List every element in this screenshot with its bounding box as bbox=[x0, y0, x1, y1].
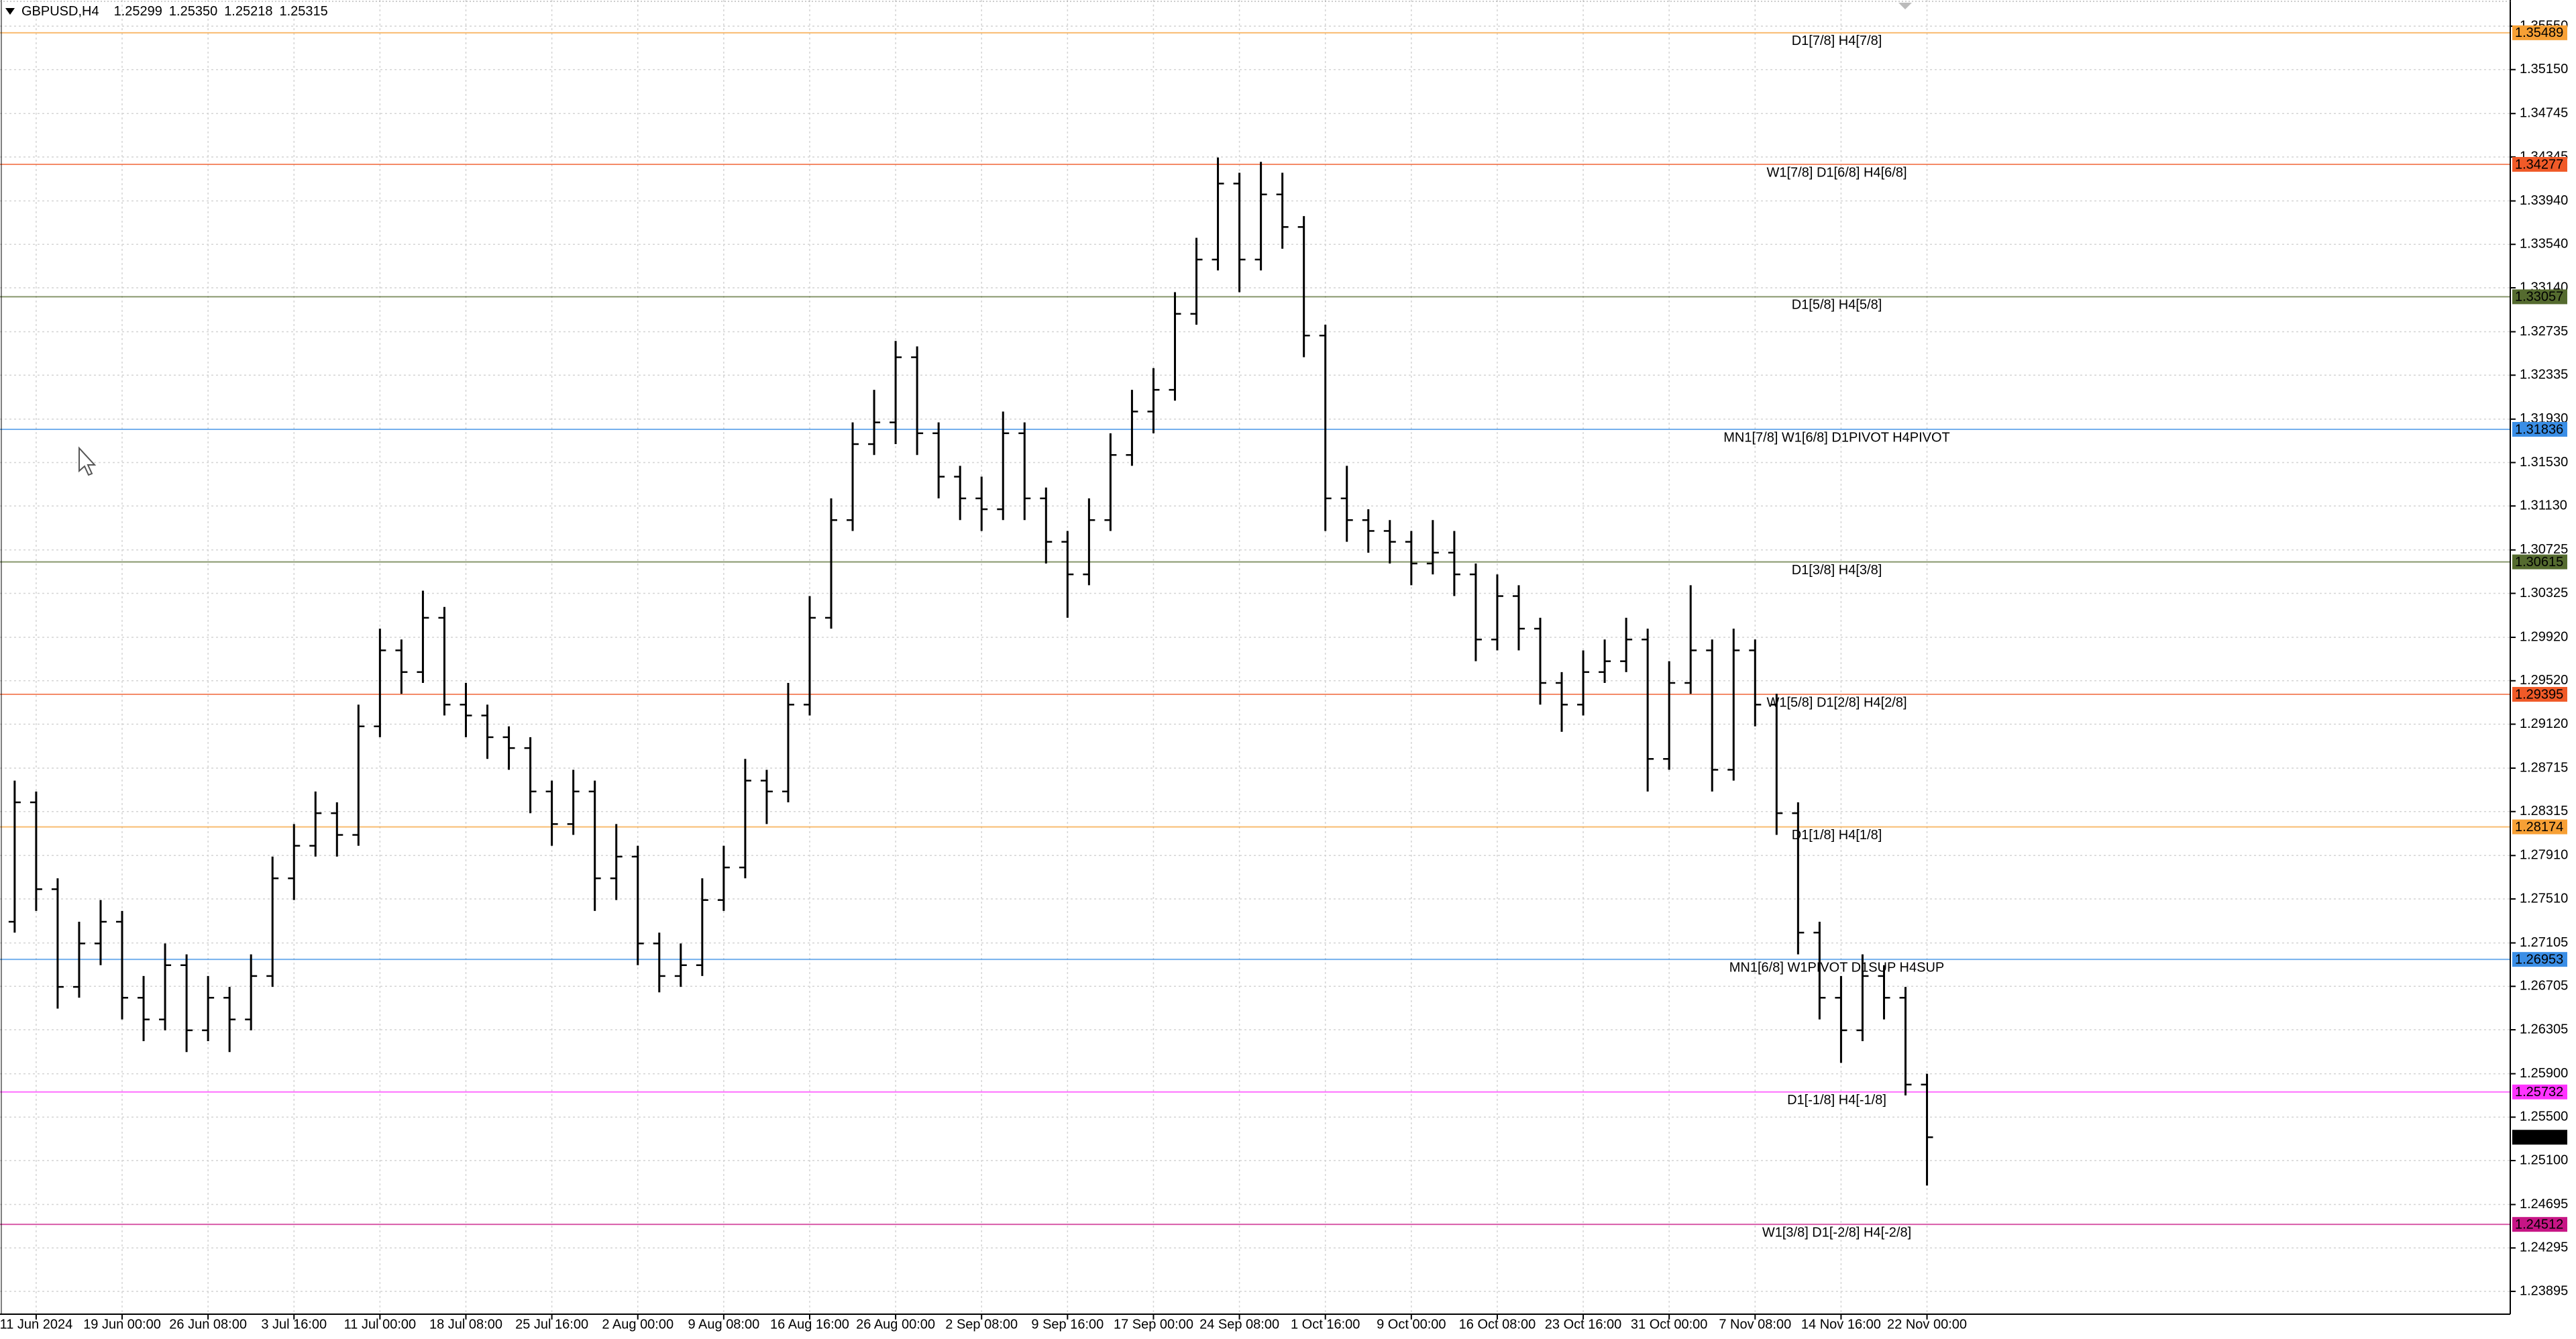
x-tick-label: 11 Jun 2024 bbox=[0, 1317, 72, 1332]
current-price-label: 1.25315 bbox=[2515, 1130, 2563, 1145]
shift-marker bbox=[1898, 3, 1912, 9]
level-price-tag bbox=[2512, 25, 2567, 40]
y-tick-label: 1.27910 bbox=[2520, 848, 2568, 863]
current-price-tag bbox=[2512, 1130, 2567, 1145]
level-label: D1[5/8] H4[5/8] bbox=[1792, 298, 1882, 313]
y-tick-label: 1.23895 bbox=[2520, 1283, 2568, 1298]
y-tick-label: 1.32735 bbox=[2520, 324, 2568, 339]
y-tick-label: 1.31130 bbox=[2520, 498, 2567, 513]
y-tick-label: 1.29520 bbox=[2520, 673, 2568, 688]
level-price-label: 1.29395 bbox=[2515, 687, 2563, 702]
x-tick-label: 17 Sep 00:00 bbox=[1114, 1317, 1193, 1332]
level-price-label: 1.35489 bbox=[2515, 25, 2563, 40]
level-label: D1[3/8] H4[3/8] bbox=[1792, 563, 1882, 578]
level-price-tag bbox=[2512, 289, 2567, 305]
x-tick-label: 2 Aug 00:00 bbox=[602, 1317, 674, 1332]
level-price-label: 1.31836 bbox=[2515, 422, 2563, 437]
y-tick-label: 1.30725 bbox=[2520, 542, 2568, 557]
x-tick-label: 23 Oct 16:00 bbox=[1545, 1317, 1622, 1332]
x-tick-label: 14 Nov 16:00 bbox=[1801, 1317, 1881, 1332]
x-tick-label: 2 Sep 08:00 bbox=[945, 1317, 1018, 1332]
x-tick-label: 1 Oct 16:00 bbox=[1291, 1317, 1360, 1332]
level-price-tag bbox=[2512, 1084, 2567, 1100]
level-label: D1[1/8] H4[1/8] bbox=[1792, 828, 1882, 843]
y-tick-label: 1.30325 bbox=[2520, 586, 2568, 600]
y-tick-label: 1.25500 bbox=[2520, 1110, 2568, 1124]
x-tick-label: 26 Aug 00:00 bbox=[856, 1317, 935, 1332]
y-tick-label: 1.31530 bbox=[2520, 455, 2568, 470]
y-tick-label: 1.28715 bbox=[2520, 760, 2568, 775]
y-tick-label: 1.25900 bbox=[2520, 1066, 2568, 1081]
level-label: D1[7/8] H4[7/8] bbox=[1792, 34, 1882, 48]
x-tick-label: 16 Oct 08:00 bbox=[1459, 1317, 1536, 1332]
x-tick-label: 16 Aug 16:00 bbox=[770, 1317, 849, 1332]
levels: D1[7/8] H4[7/8] 1.35489 W1[7/8] D1[6/8] H4… bbox=[0, 25, 2567, 1240]
level-price-tag bbox=[2512, 687, 2567, 702]
x-tick-label: 9 Oct 00:00 bbox=[1377, 1317, 1446, 1332]
x-tick-label: 31 Oct 00:00 bbox=[1631, 1317, 1708, 1332]
header-price: 1.25218 bbox=[224, 4, 272, 19]
header-price: 1.25315 bbox=[279, 4, 327, 19]
x-tick-label: 25 Jul 16:00 bbox=[515, 1317, 588, 1332]
level-label: D1[-1/8] H4[-1/8] bbox=[1787, 1093, 1886, 1108]
y-tick-label: 1.26305 bbox=[2520, 1022, 2568, 1036]
level-price-tag bbox=[2512, 1217, 2567, 1232]
level-price-tag bbox=[2512, 156, 2567, 172]
level-price-tag bbox=[2512, 554, 2567, 570]
y-tick-label: 1.33940 bbox=[2520, 193, 2568, 208]
symbol-title: GBPUSD,H4 bbox=[21, 4, 99, 19]
x-tick-label: 11 Jul 00:00 bbox=[344, 1317, 417, 1332]
level-price-label: 1.28174 bbox=[2515, 820, 2563, 835]
level-label: W1[5/8] D1[2/8] H4[2/8] bbox=[1767, 695, 1907, 710]
y-tick-label: 1.29920 bbox=[2520, 629, 2568, 644]
level-label: MN1[7/8] W1[6/8] D1PIVOT H4PIVOT bbox=[1723, 430, 1950, 445]
y-tick-label: 1.29120 bbox=[2520, 716, 2568, 731]
level-price-tag bbox=[2512, 422, 2567, 437]
x-tick-label: 22 Nov 00:00 bbox=[1887, 1317, 1967, 1332]
level-price-tag bbox=[2512, 952, 2567, 967]
y-tick-label: 1.26705 bbox=[2520, 979, 2568, 994]
y-tick-label: 1.24295 bbox=[2520, 1240, 2568, 1255]
y-tick-label: 1.25100 bbox=[2520, 1153, 2568, 1167]
x-tick-label: 18 Jul 08:00 bbox=[429, 1317, 502, 1332]
bars bbox=[8, 157, 1933, 1186]
y-tick-label: 1.28315 bbox=[2520, 804, 2568, 818]
level-label: W1[7/8] D1[6/8] H4[6/8] bbox=[1767, 165, 1907, 180]
x-tick-label: 7 Nov 08:00 bbox=[1719, 1317, 1791, 1332]
chart-header: GBPUSD,H4 1.25299 1.25350 1.25218 1.25315 bbox=[21, 4, 328, 19]
level-price-label: 1.25732 bbox=[2515, 1085, 2563, 1100]
header-price: 1.25299 bbox=[114, 4, 162, 19]
level-price-tag bbox=[2512, 819, 2567, 835]
level-price-label: 1.26953 bbox=[2515, 952, 2563, 967]
header-price: 1.25350 bbox=[169, 4, 217, 19]
x-tick-label: 19 Jun 00:00 bbox=[83, 1317, 161, 1332]
level-price-label: 1.30615 bbox=[2515, 555, 2563, 570]
x-tick-label: 9 Sep 16:00 bbox=[1031, 1317, 1104, 1332]
x-tick-label: 26 Jun 08:00 bbox=[169, 1317, 247, 1332]
level-label: W1[3/8] D1[-2/8] H4[-2/8] bbox=[1762, 1225, 1911, 1240]
y-tick-label: 1.24695 bbox=[2520, 1197, 2568, 1212]
level-price-label: 1.24512 bbox=[2515, 1217, 2563, 1232]
x-tick-label: 9 Aug 08:00 bbox=[688, 1317, 759, 1332]
x-tick-label: 3 Jul 16:00 bbox=[261, 1317, 327, 1332]
y-tick-label: 1.34745 bbox=[2520, 106, 2568, 121]
mouse-cursor bbox=[78, 446, 97, 476]
y-tick-label: 1.32335 bbox=[2520, 368, 2568, 382]
y-tick-label: 1.27510 bbox=[2520, 891, 2568, 906]
level-price-label: 1.33057 bbox=[2515, 290, 2563, 305]
y-tick-label: 1.35150 bbox=[2520, 62, 2568, 76]
level-price-label: 1.34277 bbox=[2515, 157, 2563, 172]
y-tick-label: 1.27105 bbox=[2520, 935, 2568, 950]
y-tick-label: 1.33540 bbox=[2520, 237, 2568, 252]
symbol-menu-arrow[interactable] bbox=[5, 8, 15, 15]
level-label: MN1[6/8] W1PIVOT D1SUP H4SUP bbox=[1729, 960, 1944, 975]
x-tick-label: 24 Sep 08:00 bbox=[1199, 1317, 1279, 1332]
